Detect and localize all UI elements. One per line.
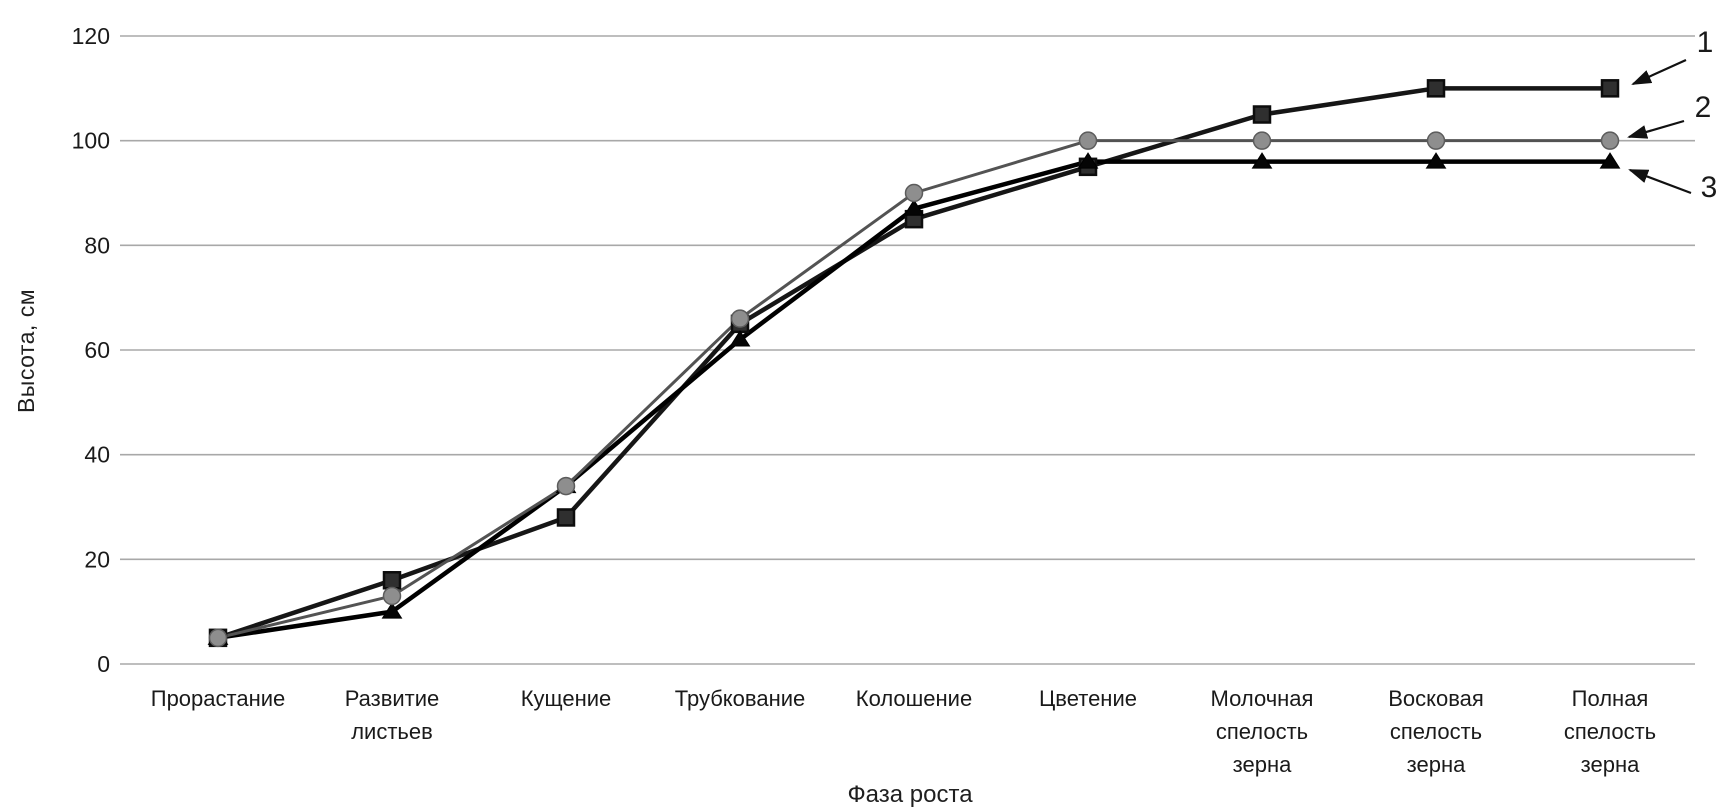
x-category-label: Колошение [856,686,972,711]
x-category-label: листьев [351,719,433,744]
series-1-callout-label: 1 [1697,26,1714,59]
series-2-marker [1252,131,1272,150]
series-3-marker [903,199,925,216]
series-3-marker [1425,152,1447,169]
series-2-marker [1078,131,1098,150]
y-tick-label: 40 [84,442,110,468]
series-2-marker [1600,131,1620,150]
x-category-label: зерна [1581,752,1640,777]
series-2-callout-arrow [1627,119,1685,139]
series-2-marker [208,628,228,648]
x-category-label: Прорастание [151,686,286,711]
series-1-marker [382,571,402,590]
x-category-label: Цветение [1039,686,1137,711]
series-1-line [217,86,1610,640]
series-2-marker [730,309,750,328]
x-category-label: зерна [1233,752,1292,777]
y-tick-label: 60 [84,337,110,363]
y-tick-label: 120 [72,23,110,49]
series-2-marker [904,183,924,203]
series-1-marker [556,508,576,527]
x-category-label: Кущение [521,686,612,711]
x-category-label: спелость [1564,719,1656,744]
x-category-label: спелость [1216,719,1308,744]
series-3-marker [1251,152,1273,169]
x-category-label: зерна [1407,752,1466,777]
series-2-marker [556,476,576,496]
series-2-marker [382,586,402,606]
series-2-callout-label: 2 [1695,91,1712,124]
x-category-label: спелость [1390,719,1482,744]
x-category-label: Молочная [1211,686,1314,711]
series-2-marker [1426,131,1446,150]
x-category-label: Полная [1572,686,1649,711]
y-axis-title: Высота, см [13,288,39,414]
x-category-label: Трубкование [675,686,806,711]
x-category-label: Восковая [1388,686,1484,711]
x-category-label: Развитие [345,686,440,711]
y-tick-label: 0 [97,651,110,677]
series-3-marker [1599,152,1621,169]
series-1-callout-arrow [1631,58,1687,86]
y-tick-label: 80 [84,232,110,258]
series-1-marker [1252,105,1272,124]
y-tick-label: 100 [72,128,110,154]
y-tick-label: 20 [84,546,110,572]
series-1-marker [1600,79,1620,98]
series-3-marker [1077,152,1099,169]
series-3-callout-arrow [1628,168,1692,195]
series-3-marker [729,330,751,347]
x-axis-title: Фаза роста [847,781,973,808]
series-1-marker [1426,79,1446,98]
series-3-callout-label: 3 [1701,171,1718,204]
series-3-marker [381,602,403,619]
